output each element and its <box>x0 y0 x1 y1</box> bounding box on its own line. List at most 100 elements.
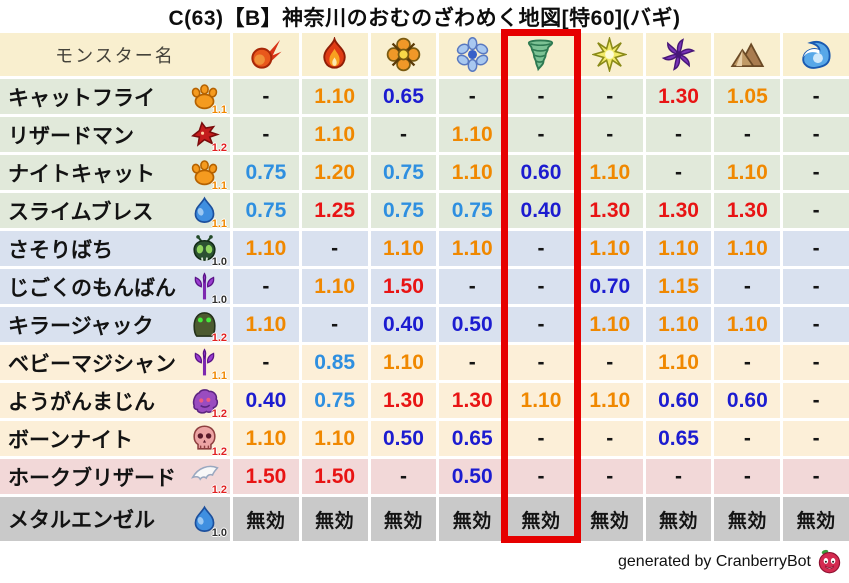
resist-value-cell: - <box>439 79 506 114</box>
element-header-cell <box>645 33 712 76</box>
resist-value-cell: 1.10 <box>645 307 712 342</box>
resist-value-cell: 0.75 <box>370 193 437 228</box>
resist-value-cell: - <box>783 345 849 380</box>
resist-value-cell: 0.60 <box>645 383 712 418</box>
resist-value-cell: 1.25 <box>301 193 368 228</box>
monster-name: リザードマン <box>8 124 134 148</box>
resist-value-cell: - <box>508 459 574 494</box>
resist-value-cell: 0.75 <box>233 193 299 228</box>
monster-icon-wrap: 1.1 <box>189 347 227 382</box>
helmet-icon <box>189 309 220 340</box>
resist-value-cell: 1.10 <box>439 117 506 152</box>
paw-icon <box>189 157 220 188</box>
element-header-cell <box>576 33 643 76</box>
monster-icon-wrap: 1.0 <box>189 504 227 539</box>
monster-name-cell: さそりばち 1.0 <box>0 231 230 268</box>
resist-value-cell: - <box>783 231 849 266</box>
resist-value-cell: 1.10 <box>508 383 574 418</box>
monster-icon-wrap: 1.2 <box>189 423 227 458</box>
resist-value-cell: - <box>233 117 299 152</box>
resist-value-cell: 0.40 <box>233 383 299 418</box>
resist-value-cell: - <box>783 459 849 494</box>
resist-value-cell: 1.10 <box>370 345 437 380</box>
resist-value-cell: 1.10 <box>576 307 643 342</box>
monster-name-cell: ナイトキャット 1.1 <box>0 155 230 192</box>
monster-icon-wrap: 1.2 <box>189 461 227 496</box>
monster-name-cell: ようがんまじん 1.2 <box>0 383 230 420</box>
resist-value-cell: 1.10 <box>233 307 299 342</box>
resist-value-cell: 0.70 <box>576 269 643 304</box>
monster-name: ボーンナイト <box>8 428 133 452</box>
resist-value-cell: 無効 <box>714 497 781 541</box>
resist-value-cell: 0.85 <box>301 345 368 380</box>
resist-value-cell: - <box>576 421 643 456</box>
resist-value-cell: 1.30 <box>714 193 781 228</box>
resist-value-cell: 無効 <box>783 497 849 541</box>
resist-value-cell: - <box>783 79 849 114</box>
dragon-icon <box>189 119 220 150</box>
monster-icon-wrap: 1.0 <box>189 233 227 268</box>
resist-value-cell: - <box>370 117 437 152</box>
resist-value-cell: - <box>714 421 781 456</box>
credit-text: generated by CranberryBot <box>618 552 811 570</box>
monster-icon-wrap: 1.0 <box>189 271 227 306</box>
monster-name-cell: ベビーマジシャン 1.1 <box>0 345 230 382</box>
resist-value-cell: 1.10 <box>439 155 506 190</box>
monster-name: キャットフライ <box>8 86 155 110</box>
resist-value-cell: - <box>508 307 574 342</box>
blob-icon <box>189 385 220 416</box>
resist-value-cell: 0.65 <box>645 421 712 456</box>
monster-name: ナイトキャット <box>8 162 155 186</box>
monster-name-header: モンスター名 <box>0 33 230 76</box>
resist-value-cell: 無効 <box>508 497 574 541</box>
resist-value-cell: 無効 <box>370 497 437 541</box>
resist-value-cell: - <box>783 193 849 228</box>
monster-name: メタルエンゼル <box>8 509 155 532</box>
monster-icon-wrap: 1.2 <box>189 385 227 420</box>
monster-icon-wrap: 1.2 <box>189 309 227 344</box>
resist-value-cell: 0.40 <box>508 193 574 228</box>
monster-icon-wrap: 1.1 <box>189 157 227 192</box>
monster-level-badge: 1.1 <box>211 104 227 116</box>
resist-value-cell: 1.10 <box>714 307 781 342</box>
monster-icon-wrap: 1.1 <box>189 81 227 116</box>
resist-value-cell: 1.50 <box>370 269 437 304</box>
pinwheel-icon <box>661 37 696 72</box>
resist-value-cell: 0.50 <box>370 421 437 456</box>
resist-value-cell: 0.50 <box>439 459 506 494</box>
resist-value-cell: 0.75 <box>233 155 299 190</box>
paw-icon <box>189 81 220 112</box>
resist-value-cell: - <box>714 117 781 152</box>
resist-value-cell: - <box>508 231 574 266</box>
monster-level-badge: 1.1 <box>211 180 227 192</box>
resist-value-cell: 1.10 <box>301 269 368 304</box>
fireball-icon <box>248 37 283 72</box>
resist-value-cell: 無効 <box>576 497 643 541</box>
resist-value-cell: 0.75 <box>370 155 437 190</box>
resist-value-cell: 1.10 <box>576 155 643 190</box>
resist-value-cell: - <box>233 269 299 304</box>
resist-value-cell: - <box>508 345 574 380</box>
monster-name-cell: じごくのもんばん 1.0 <box>0 269 230 306</box>
resist-value-cell: 1.10 <box>439 231 506 266</box>
bug-icon <box>189 233 220 264</box>
resist-value-cell: - <box>508 421 574 456</box>
resist-value-cell: 0.50 <box>439 307 506 342</box>
skull-icon <box>189 423 220 454</box>
resist-value-cell: - <box>783 269 849 304</box>
resist-value-cell: - <box>301 307 368 342</box>
resist-value-cell: 1.30 <box>645 79 712 114</box>
resist-value-cell: - <box>233 79 299 114</box>
resist-value-cell: - <box>576 459 643 494</box>
resist-value-cell: 0.75 <box>301 383 368 418</box>
slime-icon <box>189 504 220 535</box>
monster-name: ホークブリザード <box>8 466 176 490</box>
cross-burst-icon <box>386 37 421 72</box>
wave-icon <box>799 37 834 72</box>
resist-value-cell: 1.30 <box>645 193 712 228</box>
resist-value-cell: - <box>233 345 299 380</box>
wing-icon <box>189 461 220 492</box>
resist-value-cell: - <box>783 421 849 456</box>
resist-value-cell: 0.40 <box>370 307 437 342</box>
resistance-table: モンスター名 キャットフライ 1.1-1.10 0.65- - -1.30 1.05- リザー… <box>0 33 849 541</box>
